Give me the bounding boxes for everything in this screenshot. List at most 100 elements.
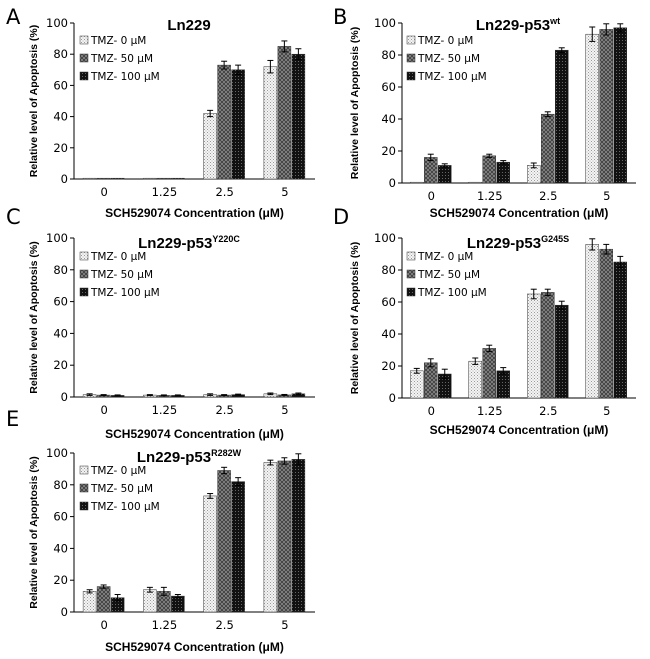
- y-tick-label: 20: [53, 358, 68, 372]
- y-tick-label: 100: [374, 16, 396, 30]
- x-tick-label: 5: [603, 404, 610, 418]
- y-tick-label: 100: [374, 231, 396, 245]
- bar-5-series-0: [263, 66, 278, 180]
- y-axis-label: Relative level of Apoptosis (%): [28, 241, 40, 393]
- x-tick-label: 1.25: [477, 404, 503, 418]
- legend-swatch-2: [79, 71, 89, 81]
- bar-5-series-1: [599, 29, 613, 184]
- y-tick-label: 100: [46, 16, 68, 30]
- bar-0-series-0: [82, 591, 97, 613]
- bar-1_25-series-2: [496, 161, 510, 184]
- y-tick-label: 60: [53, 510, 68, 524]
- y-tick-label: 60: [381, 80, 396, 94]
- panel-letter: E: [6, 407, 19, 431]
- legend-label-1: TMZ- 50 μM: [90, 53, 153, 65]
- y-tick-label: 20: [381, 359, 396, 373]
- chart-title-main: Ln229-p53: [467, 235, 541, 252]
- bar-2_5-series-0: [527, 293, 541, 399]
- y-tick-label: 80: [381, 263, 396, 277]
- legend-swatch-1: [79, 483, 89, 493]
- panel-letter: D: [333, 205, 349, 229]
- chart-title-superscript: Y220C: [212, 234, 240, 244]
- legend-label-1: TMZ- 50 μM: [90, 269, 153, 281]
- y-tick-label: 20: [53, 573, 68, 587]
- bar-2_5-series-1: [541, 292, 555, 399]
- y-tick-label: 60: [53, 295, 68, 309]
- bar-5-series-2: [613, 261, 627, 399]
- chart-panel-c: C Ln229-p53Y220C 0 20 40 60 80 100 0 1.25 2.5 5 TMZ-…: [6, 205, 315, 441]
- bar-5-series-2: [291, 459, 306, 613]
- chart-title: Ln229-p53wt: [476, 16, 560, 34]
- y-tick-label: 0: [61, 605, 68, 619]
- bar-0-series-1: [424, 362, 438, 399]
- legend-label-2: TMZ- 100 μM: [90, 71, 160, 83]
- chart-panel-e: E Ln229-p53R282W 0 20 40 60 80 100 0 1.25 2.5 5 TMZ-…: [6, 407, 315, 654]
- bar-0-series-2: [438, 165, 452, 184]
- bar-5-series-1: [599, 248, 613, 399]
- chart-title: Ln229-p53Y220C: [138, 234, 240, 252]
- chart-title-main: Ln229: [167, 17, 210, 34]
- x-axis-label: SCH529074 Concentration (μM): [105, 640, 284, 654]
- chart-title-superscript: G245S: [541, 234, 569, 244]
- bar-2_5-series-2: [555, 304, 569, 399]
- bar-1_25-series-2: [171, 595, 185, 613]
- legend-swatch-0: [406, 35, 416, 45]
- bar-1_25-series-2: [496, 370, 510, 399]
- y-tick-label: 0: [389, 391, 396, 405]
- legend-swatch-2: [406, 71, 416, 81]
- bar-2_5-series-2: [231, 481, 245, 613]
- y-tick-label: 40: [53, 110, 68, 124]
- bar-1_25-series-0: [143, 177, 157, 180]
- chart-title-main: Ln229-p53: [137, 449, 211, 466]
- bar-0-series-1: [96, 586, 111, 613]
- x-tick-label: 5: [603, 189, 610, 203]
- bar-2_5-series-1: [541, 113, 555, 184]
- y-axis-label: Relative level of Apoptosis (%): [28, 25, 40, 177]
- y-tick-label: 0: [61, 390, 68, 404]
- legend-label-0: TMZ- 0 μM: [90, 251, 146, 263]
- chart-title-main: Ln229-p53: [138, 235, 212, 252]
- x-tick-label: 2.5: [215, 618, 233, 632]
- x-tick-label: 0: [100, 618, 107, 632]
- bar-5-series-2: [613, 27, 627, 184]
- legend-swatch-0: [79, 465, 89, 475]
- x-tick-label: 5: [281, 185, 288, 199]
- bar-5-series-2: [291, 53, 306, 180]
- x-tick-label: 2.5: [539, 189, 557, 203]
- x-tick-label: 1.25: [152, 185, 178, 199]
- y-tick-label: 80: [381, 48, 396, 62]
- legend-swatch-2: [79, 501, 89, 511]
- legend-swatch-1: [79, 269, 89, 279]
- bar-2_5-series-1: [217, 64, 231, 180]
- chart-title: Ln229-p53R282W: [137, 448, 242, 466]
- y-tick-label: 20: [53, 141, 68, 155]
- y-tick-label: 40: [53, 326, 68, 340]
- y-tick-label: 60: [381, 295, 396, 309]
- x-tick-label: 2.5: [539, 404, 557, 418]
- bar-5-series-0: [263, 462, 278, 613]
- panel-letter: A: [6, 5, 21, 29]
- x-tick-label: 2.5: [215, 403, 233, 417]
- y-tick-label: 60: [53, 78, 68, 92]
- bar-2_5-series-2: [555, 49, 569, 184]
- y-tick-label: 80: [53, 263, 68, 277]
- x-tick-label: 1.25: [152, 618, 178, 632]
- bar-0-series-0: [82, 177, 97, 180]
- bar-0-series-2: [110, 177, 125, 180]
- x-tick-label: 5: [281, 618, 288, 632]
- bar-0-series-1: [424, 157, 438, 184]
- x-tick-label: 1.25: [152, 403, 178, 417]
- bar-2_5-series-0: [203, 113, 217, 180]
- bar-1_25-series-1: [157, 177, 171, 180]
- legend-swatch-1: [79, 53, 89, 63]
- x-axis-label: SCH529074 Concentration (μM): [430, 423, 609, 437]
- bar-1_25-series-0: [468, 181, 482, 184]
- legend-label-0: TMZ- 0 μM: [417, 251, 473, 263]
- legend-label-2: TMZ- 100 μM: [417, 287, 487, 299]
- legend-label-0: TMZ- 0 μM: [90, 465, 146, 477]
- legend-swatch-1: [406, 269, 416, 279]
- legend-label-2: TMZ- 100 μM: [90, 501, 160, 513]
- y-tick-label: 20: [381, 144, 396, 158]
- bar-0-series-0: [410, 370, 424, 399]
- legend-swatch-0: [79, 35, 89, 45]
